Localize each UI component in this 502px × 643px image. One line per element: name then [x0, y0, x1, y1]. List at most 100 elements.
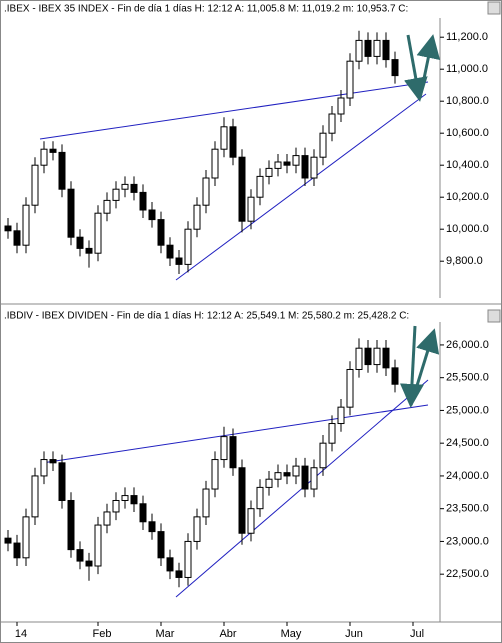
candle-body	[103, 199, 111, 214]
candle-body	[256, 175, 264, 198]
close-box[interactable]	[487, 309, 501, 323]
candle-body	[265, 167, 273, 177]
candle-body	[157, 531, 165, 559]
candle-body	[274, 472, 282, 480]
candle-body	[157, 219, 165, 246]
x-tick-label: Jul	[410, 628, 424, 640]
candle-body	[274, 161, 282, 169]
arrows	[399, 34, 441, 408]
candle-body	[49, 459, 57, 464]
candle-body	[139, 191, 147, 211]
candle-body	[112, 188, 120, 201]
candle-body	[31, 164, 39, 206]
y-tick-label: 22,500.0	[446, 568, 489, 580]
candle-body	[76, 236, 84, 249]
y-tick-label: 25,500.0	[446, 372, 489, 384]
y-tick-label: 10,000.0	[446, 223, 489, 235]
y-tick-label: 11,000.0	[446, 63, 488, 75]
candle-body	[130, 183, 138, 193]
candle-body	[4, 225, 12, 232]
candle-body	[283, 472, 291, 477]
candle-body	[193, 516, 201, 542]
candle-body	[130, 495, 138, 505]
candle-body	[382, 39, 390, 61]
candle-body	[58, 462, 66, 501]
candle-body	[31, 475, 39, 518]
candle-body	[382, 347, 390, 369]
candle-body	[283, 161, 291, 166]
candle-body	[337, 406, 345, 425]
candle-body	[346, 60, 354, 99]
candle-body	[355, 347, 363, 370]
candle-body	[67, 499, 75, 551]
candle-body	[301, 465, 309, 490]
candle-body	[202, 177, 210, 206]
x-tick-label: May	[281, 628, 302, 640]
y-tick-label: 10,800.0	[446, 95, 489, 107]
candle-body	[76, 549, 84, 562]
candle-body	[13, 542, 21, 559]
candle-body	[391, 59, 399, 77]
candle-body	[13, 230, 21, 246]
candle-body	[373, 39, 381, 57]
candle-body	[301, 155, 309, 179]
candle-body	[49, 148, 57, 153]
x-tick-label: Mar	[156, 628, 175, 640]
candle-body	[184, 228, 192, 265]
candle-body	[175, 257, 183, 265]
candle-body	[247, 196, 255, 222]
candle-body	[40, 148, 48, 166]
candle-body	[310, 156, 318, 179]
candle-body	[310, 467, 318, 490]
candle-body	[337, 97, 345, 115]
candle-body	[346, 368, 354, 408]
y-tick-label: 24,000.0	[446, 470, 489, 482]
candle-body	[328, 113, 336, 134]
x-tick-label: Feb	[93, 628, 112, 640]
candle-body	[328, 423, 336, 444]
y-tick-label: 9,800.0	[446, 255, 483, 267]
candle-body	[85, 247, 93, 254]
y-tick-label: 10,400.0	[446, 159, 489, 171]
x-tick-label: Jun	[345, 628, 363, 640]
y-tick-label: 10,600.0	[446, 127, 489, 139]
candle-body	[211, 459, 219, 490]
candle-body	[238, 156, 246, 222]
candle-body	[211, 148, 219, 179]
candle-body	[40, 459, 48, 477]
candle-body	[121, 183, 129, 190]
candle-body	[355, 39, 363, 62]
candle-body	[184, 540, 192, 578]
candle-body	[58, 151, 66, 190]
candle-body	[220, 436, 228, 461]
y-tick-label: 23,500.0	[446, 503, 489, 515]
close-box[interactable]	[487, 1, 501, 15]
candle-body	[166, 244, 174, 259]
candle-body	[94, 212, 102, 254]
candle-body	[22, 516, 30, 559]
candle-body	[67, 188, 75, 238]
y-tick-label: 26,000.0	[446, 339, 489, 351]
candle-body	[175, 570, 183, 578]
candle-body	[4, 537, 12, 544]
candle-body	[94, 524, 102, 567]
panel-title: .IBEX - IBEX 35 INDEX - Fin de día 1 día…	[4, 4, 408, 15]
candle-body	[220, 126, 228, 150]
candle-body	[238, 467, 246, 534]
candle-body	[112, 499, 120, 513]
candle-body	[247, 508, 255, 534]
panel-title: .IBDIV - IBEX DIVIDEN - Fin de día 1 día…	[4, 311, 409, 322]
candle-body	[148, 209, 156, 221]
y-tick-label: 11,200.0	[446, 31, 488, 43]
candle-body	[292, 155, 300, 166]
y-tick-label: 10,200.0	[446, 191, 489, 203]
candle-body	[166, 557, 174, 572]
candle-body	[319, 442, 327, 469]
candle-body	[292, 465, 300, 477]
candle-body	[391, 367, 399, 385]
candle-body	[121, 495, 129, 501]
candle-body	[202, 488, 210, 518]
candle-body	[139, 503, 147, 523]
candle-body	[85, 560, 93, 567]
